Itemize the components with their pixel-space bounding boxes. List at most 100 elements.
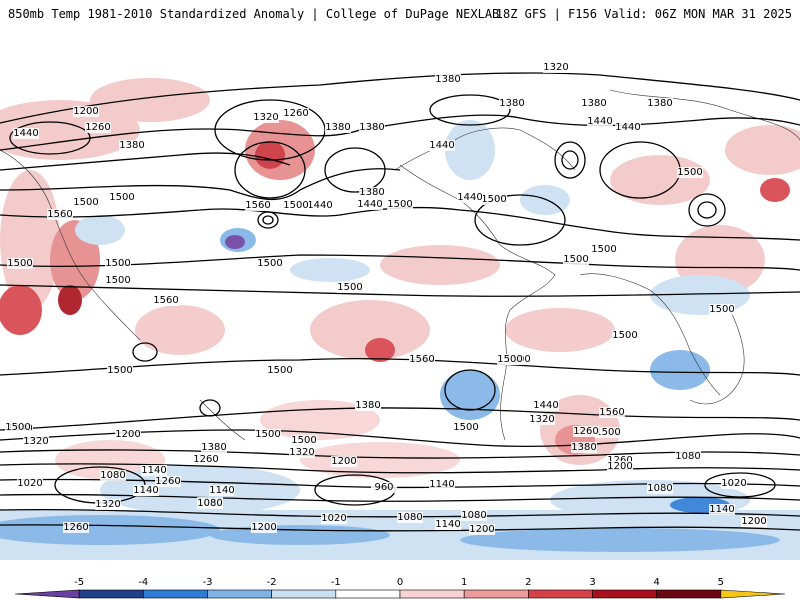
contour-label-bg xyxy=(709,304,735,315)
contour-label-bg xyxy=(709,504,735,515)
contour-label-bg xyxy=(337,282,363,293)
contour-label: 1380 xyxy=(359,122,384,133)
contour-label: 1200 xyxy=(331,456,356,467)
contour-label: 1440 xyxy=(13,128,38,139)
contour-label-bg xyxy=(133,485,159,496)
contour-label: 1560 xyxy=(153,295,178,306)
contour-label-bg xyxy=(283,200,309,211)
color-scale-swatch xyxy=(14,589,80,599)
contour-label-bg xyxy=(647,98,673,109)
contour-label-bg xyxy=(371,482,397,493)
contour-label: 1500 xyxy=(107,365,132,376)
contour-label-bg xyxy=(529,414,555,425)
contour-label-bg xyxy=(5,422,31,433)
contour-label: 1440 xyxy=(429,140,454,151)
contour-label-bg xyxy=(321,513,347,524)
contour-label-bg xyxy=(357,199,383,210)
contour-label-bg xyxy=(497,354,523,365)
contour-label: 1140 xyxy=(133,485,158,496)
contour-label-bg xyxy=(409,354,435,365)
color-scale-swatch xyxy=(207,589,272,599)
color-scale-legend: -5 -4 -3 -2 -1 0 1 2 3 4 5 xyxy=(14,577,786,599)
contour-label-bg xyxy=(435,519,461,530)
contour-label: 1140 xyxy=(709,504,734,515)
contour-label-bg xyxy=(599,407,625,418)
contour-label: 1500 xyxy=(255,429,280,440)
color-scale-swatch xyxy=(720,589,786,599)
contour-label-bg xyxy=(591,244,617,255)
contour-label-bg xyxy=(325,122,351,133)
contour-label: 1500 xyxy=(387,199,412,210)
contour-label: 1080 xyxy=(397,512,422,523)
contour-label-bg xyxy=(543,62,569,73)
color-scale-tick-label: -4 xyxy=(138,577,148,588)
contour-label-bg xyxy=(481,194,507,205)
contour-label-bg xyxy=(73,197,99,208)
color-scale-swatch xyxy=(592,589,657,599)
contour-label: 1140 xyxy=(429,479,454,490)
contour-label-bg xyxy=(461,510,487,521)
contour-label-bg xyxy=(615,122,641,133)
contour-label: 1200 xyxy=(741,516,766,527)
contour-label-bg xyxy=(677,167,703,178)
color-scale-tick-label: -5 xyxy=(74,577,84,588)
contour-label-bg xyxy=(155,476,181,487)
contour-label: 1200 xyxy=(115,429,140,440)
contour-label: 1380 xyxy=(499,98,524,109)
contour-label: 1560 xyxy=(409,354,434,365)
contour-label: 1320 xyxy=(95,499,120,510)
contour-label-bg xyxy=(141,465,167,476)
contour-label: 1020 xyxy=(321,513,346,524)
contour-label: 1200 xyxy=(469,524,494,535)
contour-label-bg xyxy=(105,275,131,286)
contour-label: 1500 xyxy=(677,167,702,178)
color-scale-swatch xyxy=(143,589,208,599)
contour-label-bg xyxy=(73,106,99,117)
contour-label-bg xyxy=(107,365,133,376)
contour-label: 1500 xyxy=(283,200,308,211)
color-scale-tick-label: 4 xyxy=(653,577,659,588)
color-scale-tick-label: -2 xyxy=(267,577,277,588)
contour-label: 1500 xyxy=(73,197,98,208)
color-scale-tick-label: -3 xyxy=(203,577,213,588)
contour-label-bg xyxy=(255,429,281,440)
contour-label: 1320 xyxy=(23,436,48,447)
contour-label: 1080 xyxy=(197,498,222,509)
contour-label: 1560 xyxy=(47,209,72,220)
contour-label-bg xyxy=(587,116,613,127)
contour-label: 1320 xyxy=(543,62,568,73)
contour-label: 1080 xyxy=(647,483,672,494)
contour-label: 1500 xyxy=(563,254,588,265)
contour-label-bg xyxy=(7,258,33,269)
contour-label: 1080 xyxy=(461,510,486,521)
color-scale-swatch xyxy=(271,589,337,599)
contour-label-bg xyxy=(245,200,271,211)
contour-label-bg xyxy=(85,122,111,133)
contour-label: 1500 xyxy=(109,192,134,203)
contour-label-bg xyxy=(109,192,135,203)
color-scale-swatch xyxy=(399,589,465,599)
contour-label-bg xyxy=(573,426,599,437)
contour-label-bg xyxy=(331,456,357,467)
contour-label: 1440 xyxy=(587,116,612,127)
contour-label-bg xyxy=(63,522,89,533)
contour-label: 1500 xyxy=(497,354,522,365)
contour-label: 1500 xyxy=(257,258,282,269)
contour-label-bg xyxy=(359,122,385,133)
contour-label: 1260 xyxy=(155,476,180,487)
contour-label: 1500 xyxy=(453,422,478,433)
contour-label-bg xyxy=(209,485,235,496)
contour-label-bg xyxy=(13,128,39,139)
contour-label-bg xyxy=(387,199,413,210)
contour-label: 1260 xyxy=(607,455,632,466)
header: 850mb Temp 1981-2010 Standardized Anomal… xyxy=(0,0,800,30)
contour-label: 1140 xyxy=(141,465,166,476)
color-scale-tick-label: -1 xyxy=(331,577,341,588)
contour-label: 1440 xyxy=(615,122,640,133)
contour-label-bg xyxy=(612,330,638,341)
contour-label: 1380 xyxy=(581,98,606,109)
contour-label-bg xyxy=(647,483,673,494)
contour-label-bg xyxy=(291,435,317,446)
contour-label-bg xyxy=(607,461,633,472)
